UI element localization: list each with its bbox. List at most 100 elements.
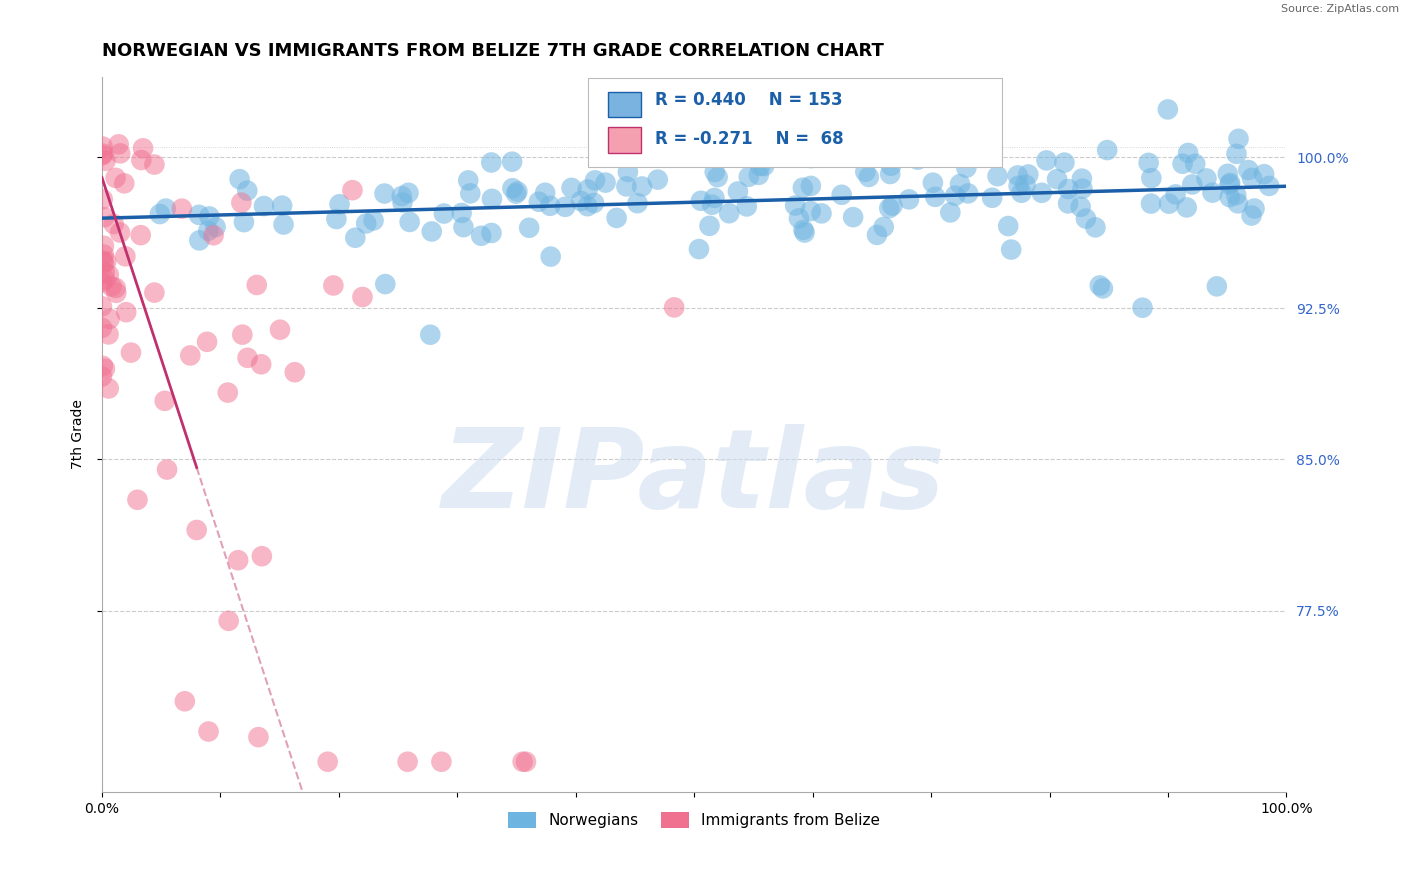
- Point: [198, 210, 221, 224]
- Point: [91, 359, 114, 373]
- Point: [858, 169, 880, 184]
- Point: [253, 199, 276, 213]
- Point: [792, 180, 814, 194]
- Text: ZIPatlas: ZIPatlas: [443, 424, 946, 531]
- Point: [664, 301, 686, 315]
- Point: [173, 694, 195, 708]
- Point: [882, 199, 904, 213]
- Point: [595, 176, 617, 190]
- Point: [1035, 153, 1057, 168]
- Point: [880, 159, 903, 173]
- Point: [800, 178, 823, 193]
- Point: [647, 172, 669, 186]
- Point: [457, 173, 479, 187]
- Point: [792, 223, 814, 237]
- Point: [501, 181, 523, 195]
- Point: [1225, 146, 1247, 161]
- Point: [1095, 143, 1118, 157]
- Point: [1157, 196, 1180, 211]
- Point: [1057, 196, 1080, 211]
- Point: [515, 755, 537, 769]
- Point: [396, 755, 419, 769]
- Point: [91, 369, 114, 384]
- Point: [800, 151, 823, 165]
- Point: [1253, 167, 1275, 181]
- Point: [430, 755, 453, 769]
- Point: [1132, 301, 1154, 315]
- Point: [352, 290, 374, 304]
- Point: [273, 218, 295, 232]
- Point: [1084, 220, 1107, 235]
- FancyBboxPatch shape: [588, 78, 1002, 168]
- Point: [560, 181, 582, 195]
- Point: [1071, 182, 1094, 196]
- Point: [540, 250, 562, 264]
- Point: [105, 285, 128, 300]
- Point: [527, 194, 550, 209]
- Point: [949, 177, 972, 191]
- Point: [1074, 211, 1097, 226]
- Point: [127, 492, 149, 507]
- Point: [246, 277, 269, 292]
- Point: [91, 320, 114, 334]
- Point: [91, 146, 114, 161]
- Point: [706, 170, 728, 185]
- Point: [617, 165, 640, 179]
- Point: [460, 186, 482, 201]
- Text: R = 0.440    N = 153: R = 0.440 N = 153: [655, 91, 842, 109]
- Point: [107, 137, 129, 152]
- Point: [1175, 201, 1198, 215]
- Point: [512, 755, 534, 769]
- Point: [1227, 132, 1250, 146]
- Point: [606, 211, 628, 225]
- Point: [842, 210, 865, 224]
- Point: [1140, 171, 1163, 186]
- Point: [1240, 209, 1263, 223]
- Point: [322, 278, 344, 293]
- Point: [100, 279, 122, 293]
- Point: [373, 186, 395, 201]
- Point: [97, 327, 120, 342]
- Point: [1017, 168, 1039, 182]
- Point: [195, 334, 218, 349]
- Point: [91, 148, 114, 162]
- Text: Source: ZipAtlas.com: Source: ZipAtlas.com: [1281, 4, 1399, 14]
- Point: [129, 228, 152, 243]
- Point: [1218, 178, 1240, 192]
- Point: [1088, 278, 1111, 293]
- Point: [506, 185, 529, 199]
- Point: [450, 206, 472, 220]
- Point: [907, 153, 929, 167]
- Text: R = -0.271    N =  68: R = -0.271 N = 68: [655, 130, 844, 148]
- Point: [419, 327, 441, 342]
- Point: [939, 205, 962, 219]
- Point: [1140, 196, 1163, 211]
- Point: [236, 184, 259, 198]
- Point: [155, 202, 177, 216]
- Point: [576, 199, 599, 213]
- Point: [997, 219, 1019, 233]
- Point: [271, 199, 294, 213]
- Point: [1137, 156, 1160, 170]
- Legend: Norwegians, Immigrants from Belize: Norwegians, Immigrants from Belize: [502, 806, 886, 834]
- Point: [231, 327, 253, 342]
- Point: [143, 157, 166, 171]
- Point: [204, 220, 226, 235]
- Y-axis label: 7th Grade: 7th Grade: [72, 400, 86, 469]
- Point: [1258, 178, 1281, 193]
- Point: [735, 199, 758, 213]
- Point: [877, 201, 900, 215]
- Point: [481, 192, 503, 206]
- Point: [391, 189, 413, 203]
- Point: [1226, 196, 1249, 211]
- Point: [1171, 157, 1194, 171]
- Point: [879, 167, 901, 181]
- Point: [554, 200, 576, 214]
- Point: [97, 268, 120, 282]
- Point: [1225, 188, 1247, 202]
- Point: [1070, 171, 1092, 186]
- Point: [1057, 182, 1080, 196]
- Point: [1243, 202, 1265, 216]
- Point: [91, 192, 114, 206]
- Point: [228, 172, 250, 186]
